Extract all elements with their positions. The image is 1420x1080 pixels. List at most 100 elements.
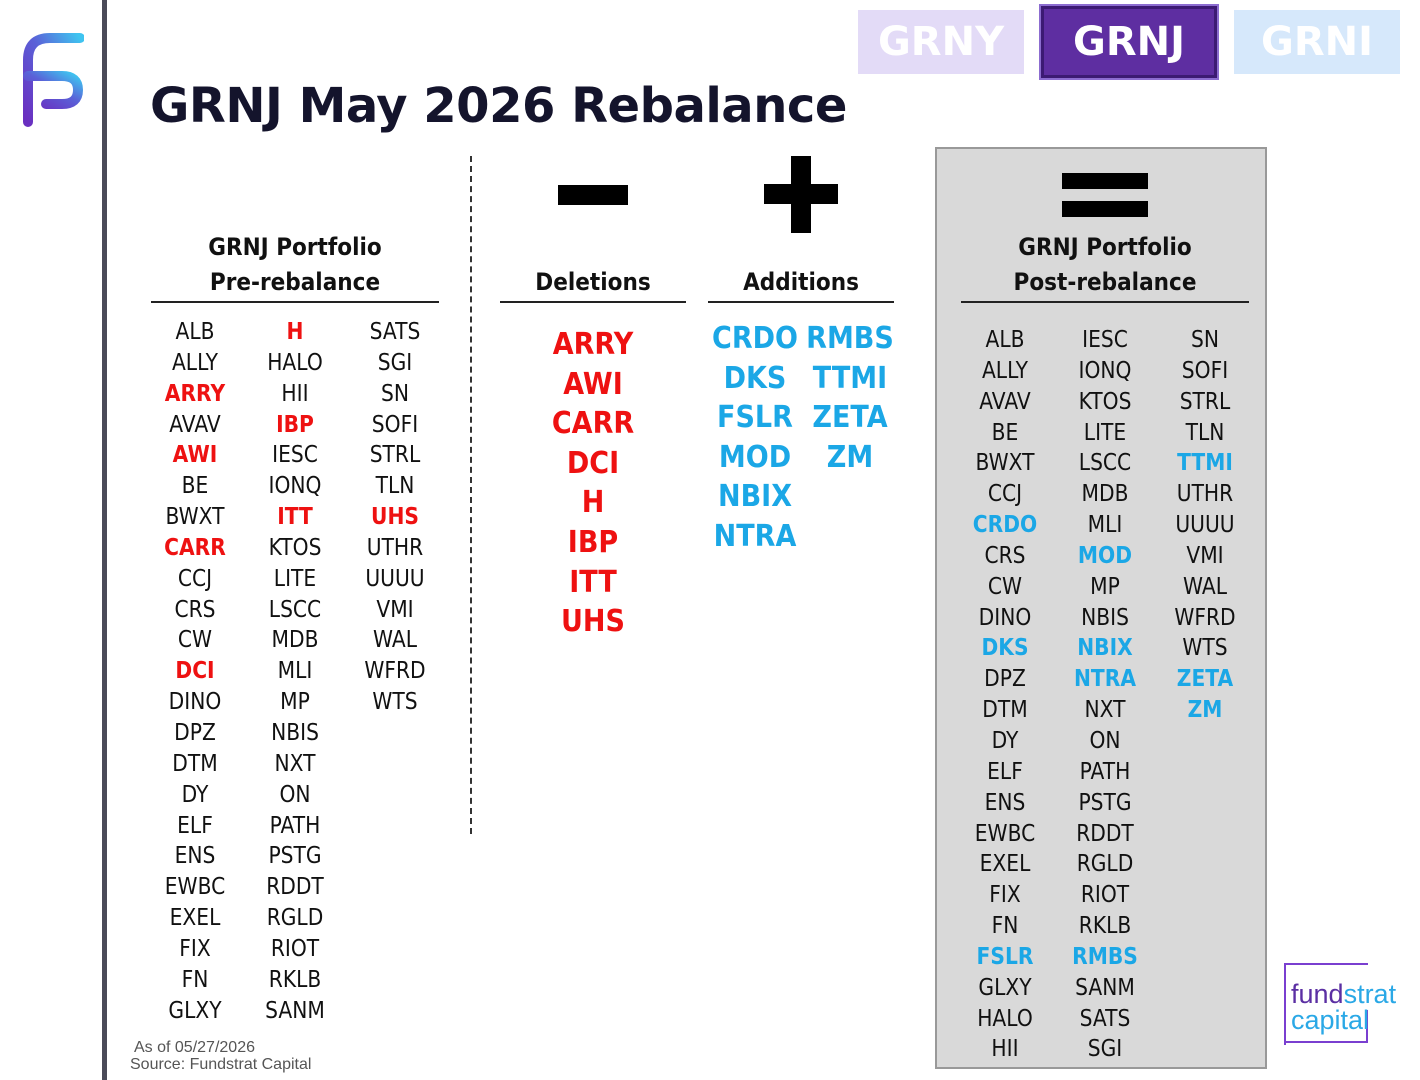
ticker-rklb: RKLB (1078, 913, 1132, 940)
ticker-alb: ALB (985, 327, 1025, 353)
ticker-dy: DY (181, 781, 209, 808)
ticker-ktos: KTOS (1078, 388, 1132, 415)
ticker-vmi: VMI (376, 596, 414, 623)
ticker-fslr: FSLR (717, 400, 793, 436)
ticker-rddt: RDDT (266, 874, 324, 901)
ticker-nxt: NXT (274, 750, 316, 777)
ticker-rmbs: RMBS (806, 321, 894, 356)
ticker-wal: WAL (1182, 573, 1228, 600)
ticker-on: ON (279, 781, 311, 808)
ticker-nbis: NBIS (271, 719, 319, 746)
tab-grnj[interactable]: GRNJ (1041, 6, 1217, 78)
additions-underline (708, 301, 894, 303)
ticker-tln: TLN (1185, 419, 1225, 446)
ticker-ktos: KTOS (268, 534, 322, 561)
ticker-exel: EXEL (979, 851, 1031, 878)
ticker-strl: STRL (369, 442, 421, 469)
logo-word-strat: strat (1343, 979, 1397, 1009)
ticker-avav: AVAV (169, 411, 221, 438)
ticker-uthr: UTHR (1176, 481, 1234, 508)
ticker-zeta: ZETA (812, 400, 888, 436)
ticker-strl: STRL (1179, 388, 1231, 415)
ticker-rmbs: RMBS (1072, 943, 1138, 970)
ticker-glxy: GLXY (168, 997, 222, 1024)
ticker-vmi: VMI (1186, 542, 1224, 569)
ticker-avav: AVAV (979, 388, 1031, 415)
ticker-uhs: UHS (371, 504, 419, 531)
ticker-iesc: IESC (272, 442, 318, 469)
pre-column-3: SATS SGI SN SOFI STRL TLN UHS UTHR UUUU VMI WAL WFR… (335, 317, 455, 718)
ticker-dpz: DPZ (174, 719, 216, 746)
ticker-wfrd: WFRD (1174, 604, 1236, 631)
post-rebalance-panel (935, 147, 1267, 1069)
ticker-halo: HALO (267, 349, 323, 376)
ticker-alb: ALB (175, 319, 215, 345)
ticker-cw: CW (987, 573, 1023, 600)
ticker-lite: LITE (1083, 419, 1127, 446)
pre-heading-line1: GRNJ Portfolio (208, 233, 382, 261)
ticker-sn: SN (381, 380, 409, 407)
ticker-dtm: DTM (172, 750, 218, 777)
ticker-dci: DCI (566, 445, 620, 481)
ticker-on: ON (1089, 727, 1121, 754)
ticker-zeta: ZETA (1176, 666, 1234, 693)
tab-grny[interactable]: GRNY (858, 10, 1024, 74)
ticker-sn: SN (1191, 327, 1219, 353)
ticker-pstg: PSTG (1078, 789, 1132, 816)
deletions-heading: Deletions (535, 268, 651, 296)
ticker-halo: HALO (977, 1005, 1033, 1032)
ticker-fslr: FSLR (976, 943, 1034, 970)
ticker-wfrd: WFRD (364, 658, 426, 685)
ticker-riot: RIOT (1080, 882, 1130, 909)
equals-icon-lower (1062, 201, 1148, 217)
ticker-elf: ELF (177, 812, 213, 839)
ticker-tln: TLN (375, 473, 415, 500)
ticker-nbix: NBIX (717, 479, 793, 515)
ticker-fix: FIX (989, 882, 1021, 909)
ticker-fn: FN (181, 966, 209, 993)
post-column-3: SN SOFI STRL TLN TTMI UTHR UUUU VMI WAL WFRD WTS ZE… (1145, 325, 1265, 726)
as-of-date: As of 05/27/2026 (134, 1039, 255, 1056)
ticker-awi: AWI (172, 442, 218, 469)
ticker-sanm: SANM (1075, 974, 1135, 1001)
ticker-be: BE (181, 473, 209, 500)
ticker-rgld: RGLD (1076, 851, 1134, 878)
ticker-fix: FIX (179, 935, 211, 962)
ticker-wal: WAL (372, 627, 418, 654)
additions-column-1: CRDO DKS FSLR MOD NBIX NTRA (700, 319, 810, 557)
ticker-mdb: MDB (271, 627, 319, 654)
ticker-exel: EXEL (169, 905, 221, 932)
ticker-rddt: RDDT (1076, 820, 1134, 847)
ticker-ntra: NTRA (1073, 666, 1136, 693)
tab-grni[interactable]: GRNI (1234, 10, 1400, 74)
ticker-dtm: DTM (982, 697, 1028, 724)
post-column-2: IESC IONQ KTOS LITE LSCC MDB MLI MOD MP NBIS NBIX N… (1045, 325, 1165, 1065)
pre-column-1: ALB ALLY ARRY AVAV AWI BE BWXT CARR CCJ CRS CW DCI D… (135, 317, 255, 1026)
ticker-dy: DY (991, 727, 1019, 754)
ticker-crdo: CRDO (712, 321, 798, 356)
ticker-cw: CW (177, 627, 213, 654)
ticker-arry: ARRY (552, 327, 634, 362)
ticker-uuuu: UUUU (365, 565, 425, 592)
pre-rebalance-heading: GRNJ Portfolio Pre-rebalance (165, 230, 426, 300)
fundstrat-capital-logo-frame (1284, 963, 1368, 1045)
ticker-ewbc: EWBC (974, 820, 1036, 847)
ticker-h: H (581, 485, 605, 521)
ticker-uhs: UHS (561, 604, 625, 640)
ticker-ally: ALLY (171, 349, 219, 376)
ticker-nxt: NXT (1084, 697, 1126, 724)
ticker-crs: CRS (984, 542, 1026, 569)
ticker-hii: HII (991, 1036, 1019, 1063)
ticker-ttmi: TTMI (1177, 450, 1233, 477)
ticker-dpz: DPZ (984, 666, 1026, 693)
ticker-ionq: IONQ (1078, 357, 1132, 384)
ticker-lscc: LSCC (1078, 450, 1132, 477)
pre-heading-line2: Pre-rebalance (209, 268, 381, 296)
ticker-rklb: RKLB (268, 966, 322, 993)
ticker-iesc: IESC (1082, 327, 1128, 353)
ticker-ens: ENS (984, 789, 1026, 816)
ticker-mod: MOD (718, 439, 792, 475)
ticker-h: H (286, 319, 304, 345)
post-column-1: ALB ALLY AVAV BE BWXT CCJ CRDO CRS CW DINO DKS DPZ D… (945, 325, 1065, 1065)
ticker-path: PATH (269, 812, 321, 839)
